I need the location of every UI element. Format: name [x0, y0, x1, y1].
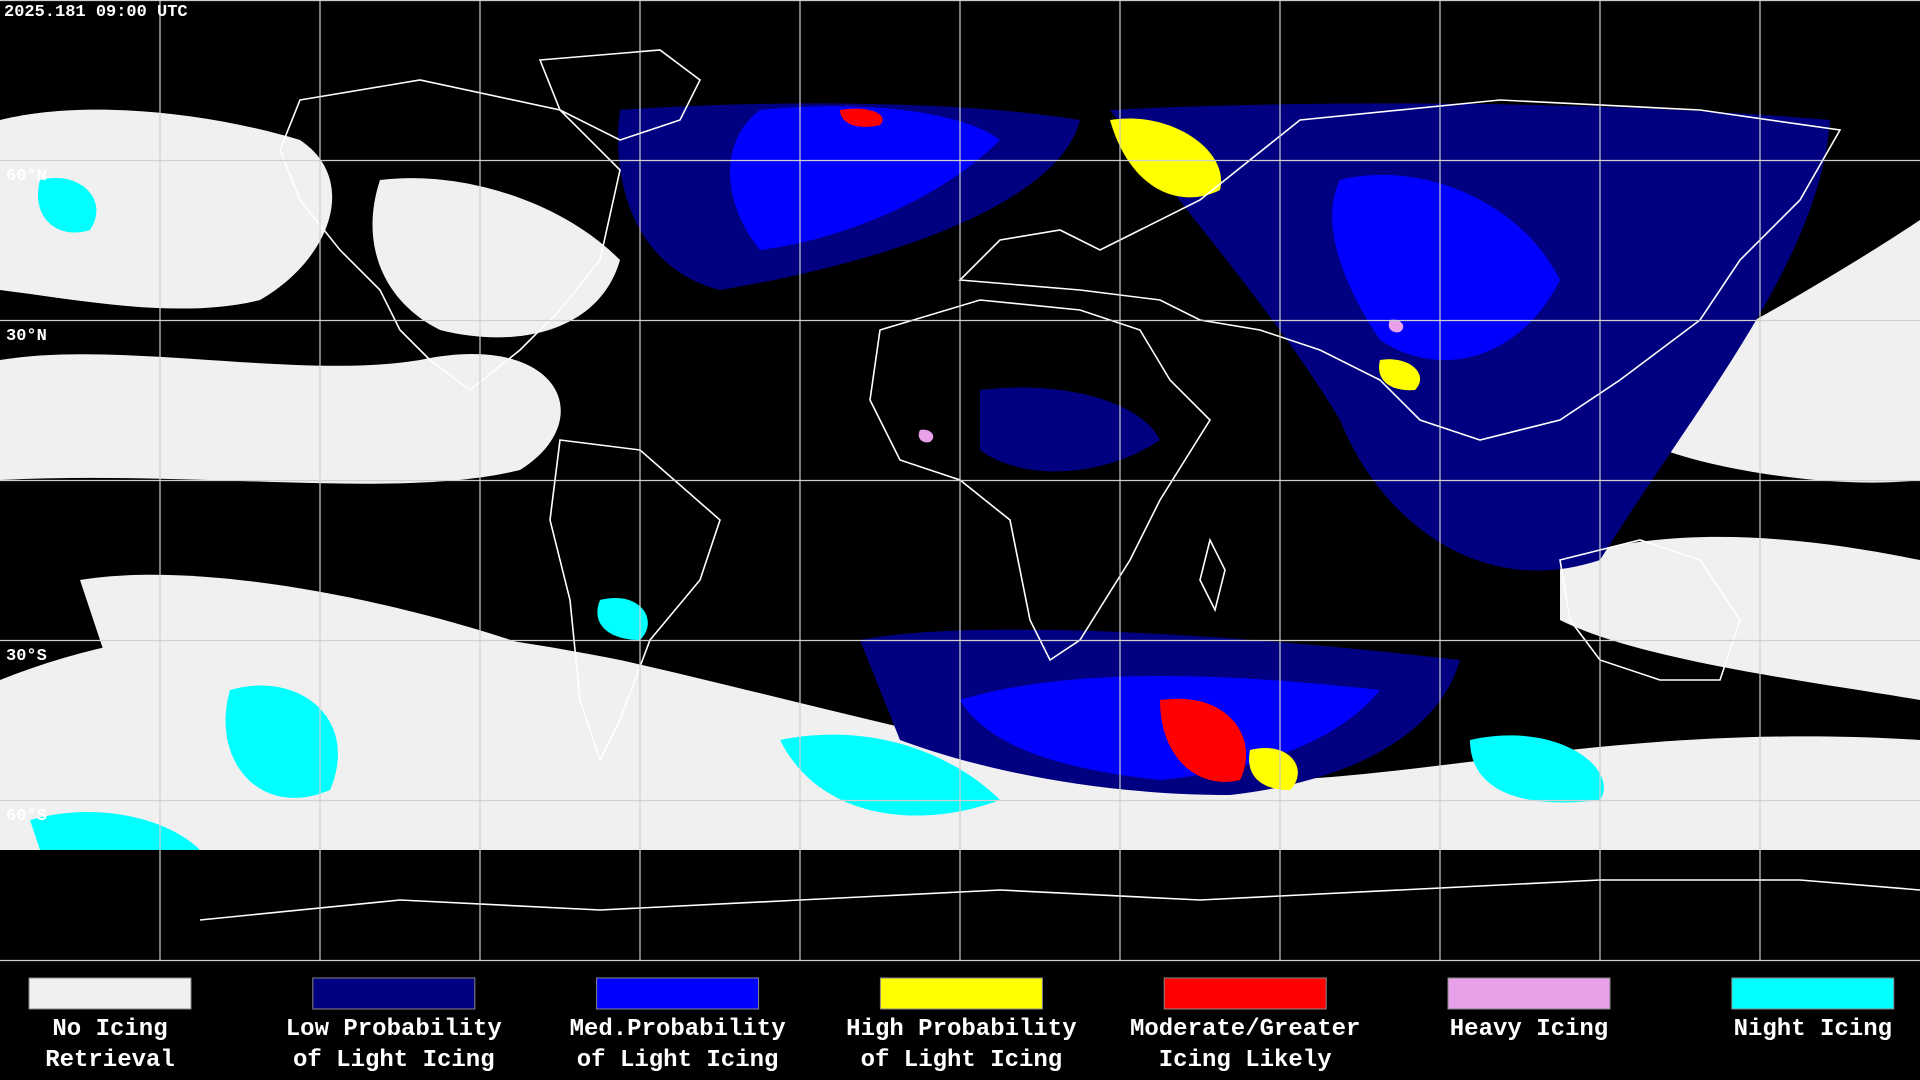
- legend-label: Retrieval: [45, 1047, 175, 1074]
- coastline: [199, 879, 1920, 921]
- coastline: [538, 49, 702, 141]
- legend-swatch: [1163, 977, 1327, 1010]
- latitude-labels: 60°N 30°N 30°S 60°S: [6, 167, 47, 826]
- legend-label: No Icing: [52, 1016, 167, 1043]
- latitude-label: 30°N: [6, 327, 47, 346]
- heavy-icing-area: [918, 429, 934, 443]
- legend-label: Med.Probability: [570, 1016, 786, 1043]
- low-probability-area: [980, 387, 1160, 472]
- night-icing-area: [597, 598, 648, 640]
- high-probability-area: [1110, 118, 1222, 198]
- night-icing-area: [225, 685, 338, 798]
- cloud-area: [0, 109, 333, 309]
- coastline: [279, 79, 621, 392]
- night-icing-area: [38, 178, 97, 233]
- moderate-icing-area: [1160, 698, 1247, 782]
- latitude-label: 60°S: [6, 807, 47, 826]
- legend-label: of Light Icing: [861, 1047, 1063, 1074]
- med-probability-area: [730, 106, 1000, 250]
- timestamp: 2025.181 09:00 UTC: [4, 3, 188, 22]
- legend-label: Moderate/Greater: [1130, 1016, 1360, 1043]
- coastline: [1199, 537, 1226, 613]
- legend-label: Low Probability: [286, 1016, 502, 1043]
- graticule: [0, 0, 1920, 962]
- coastline: [549, 439, 721, 763]
- heavy-icing-area: [1388, 319, 1404, 333]
- legend-swatch: [312, 977, 476, 1010]
- coastline: [1559, 539, 1741, 681]
- night-icing-area: [30, 811, 200, 850]
- moderate-icing-area: [840, 108, 883, 127]
- med-probability-area: [1332, 174, 1560, 360]
- cloud-area: [1560, 536, 1920, 700]
- legend: No Icing Retrieval Low Probability of Light…: [28, 977, 1895, 1074]
- legend-swatch: [596, 977, 760, 1010]
- cloud-area: [0, 354, 561, 484]
- night-icing-area: [1470, 735, 1604, 803]
- latitude-label: 30°S: [6, 647, 47, 666]
- cloud-area: [80, 574, 540, 708]
- legend-swatch: [1731, 977, 1895, 1010]
- coastline: [958, 99, 1842, 441]
- legend-label: High Probability: [846, 1016, 1076, 1043]
- cloud-area: [1640, 220, 1920, 483]
- legend-label: Heavy Icing: [1450, 1016, 1608, 1043]
- legend-label: Icing Likely: [1159, 1047, 1332, 1074]
- legend-swatch: [879, 977, 1043, 1010]
- legend-swatch: [1447, 977, 1611, 1010]
- legend-label: of Light Icing: [577, 1047, 779, 1074]
- legend-label: Night Icing: [1734, 1016, 1892, 1043]
- high-probability-area: [1249, 748, 1298, 790]
- legend-swatch: [28, 977, 192, 1010]
- latitude-label: 60°N: [6, 167, 47, 186]
- cloud-area: [372, 178, 620, 338]
- night-icing-area: [780, 734, 1000, 816]
- high-probability-area: [1379, 359, 1421, 391]
- legend-label: of Light Icing: [293, 1047, 495, 1074]
